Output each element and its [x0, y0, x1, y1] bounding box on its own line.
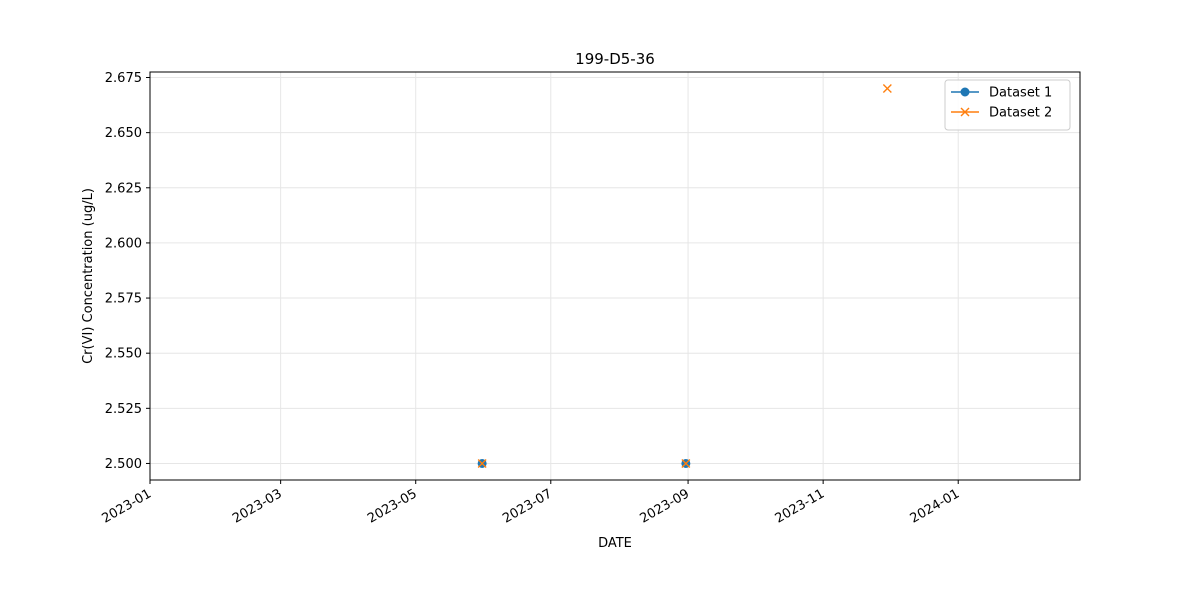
y-tick-label: 2.600 — [105, 236, 142, 251]
x-marker-stroke — [477, 458, 487, 468]
legend-label: Dataset 2 — [989, 106, 1052, 121]
legend-item: Dataset 1 — [951, 86, 1052, 101]
data-point — [477, 458, 487, 468]
x-marker-stroke — [882, 84, 892, 94]
y-tick-label: 2.525 — [105, 402, 142, 417]
y-tick-label: 2.550 — [105, 347, 142, 362]
legend-marker — [960, 87, 970, 97]
x-axis-label: DATE — [598, 536, 632, 551]
x-marker-stroke — [960, 107, 970, 117]
y-axis-label: Cr(VI) Concentration (ug/L) — [81, 188, 96, 364]
chart-title: 199-D5-36 — [575, 50, 655, 68]
y-tick-label: 2.500 — [105, 457, 142, 472]
legend: Dataset 1 Dataset 2 — [944, 79, 1071, 131]
legend-marker — [960, 107, 970, 117]
data-marks — [477, 84, 892, 468]
legend-item: Dataset 2 — [951, 106, 1052, 121]
data-point — [882, 84, 892, 94]
y-tick-label: 2.650 — [105, 126, 142, 141]
y-tick-label: 2.625 — [105, 181, 142, 196]
data-point — [681, 458, 691, 468]
series-2 — [477, 84, 892, 468]
x-marker-stroke — [681, 458, 691, 468]
plot-frame — [149, 71, 1081, 481]
y-tick-label: 2.675 — [105, 71, 142, 86]
y-tick-label: 2.575 — [105, 292, 142, 307]
legend-label: Dataset 1 — [989, 86, 1052, 101]
